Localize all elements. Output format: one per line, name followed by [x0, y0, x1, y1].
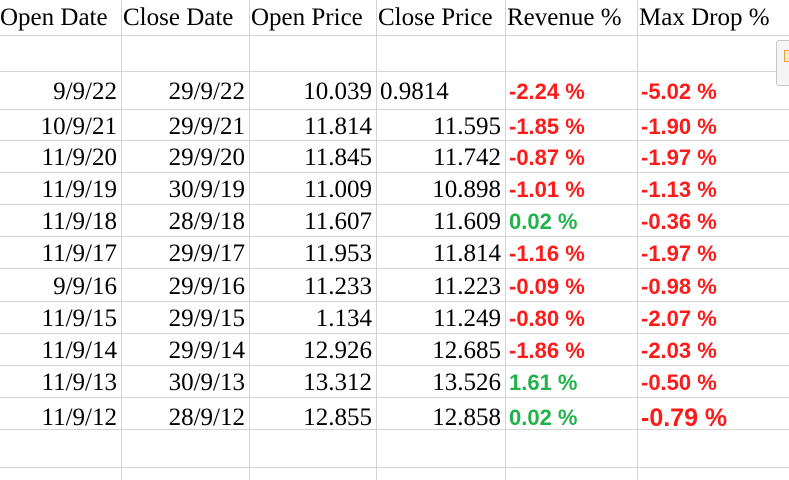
row-gridline [0, 268, 789, 269]
cell-close-price[interactable]: 11.249 [433, 305, 501, 332]
cell-close-price[interactable]: 13.526 [432, 369, 501, 396]
column-header-max-drop[interactable]: Max Drop % [639, 4, 770, 31]
row-gridline [0, 71, 789, 72]
cell-open-price[interactable]: 10.039 [303, 78, 372, 105]
column-header-open-price[interactable]: Open Price [251, 4, 363, 31]
cell-close-price[interactable]: 11.609 [433, 208, 501, 235]
cell-max-drop[interactable]: -1.97 % [641, 145, 717, 170]
cell-close-date[interactable]: 29/9/20 [168, 144, 245, 171]
row-gridline [0, 140, 789, 141]
cell-open-price[interactable]: 11.845 [304, 144, 372, 171]
cell-close-date[interactable]: 28/9/12 [168, 404, 245, 431]
row-gridline [0, 429, 789, 430]
cell-revenue[interactable]: -0.80 % [509, 306, 585, 331]
row-gridline [0, 365, 789, 366]
cell-open-date[interactable]: 9/9/22 [53, 78, 117, 105]
cell-max-drop[interactable]: -1.97 % [641, 241, 717, 266]
column-gridline [249, 0, 250, 480]
cell-open-date[interactable]: 11/9/18 [41, 208, 117, 235]
cell-revenue[interactable]: -1.16 % [509, 241, 585, 266]
column-gridline [121, 0, 122, 480]
cell-revenue[interactable]: 0.02 % [509, 209, 578, 234]
row-gridline [0, 204, 789, 205]
column-header-close-price[interactable]: Close Price [378, 4, 493, 31]
cell-max-drop[interactable]: -1.90 % [641, 113, 717, 139]
column-gridline [376, 0, 377, 480]
row-gridline [0, 333, 789, 334]
cell-close-price[interactable]: 11.595 [433, 112, 501, 140]
cell-open-date[interactable]: 11/9/15 [41, 305, 117, 332]
row-gridline [0, 172, 789, 173]
cell-open-date[interactable]: 11/9/20 [41, 144, 117, 171]
column-header-open-date[interactable]: Open Date [0, 4, 108, 31]
cell-open-price[interactable]: 1.134 [315, 305, 372, 332]
cell-close-price[interactable]: 11.223 [433, 272, 501, 300]
cell-close-date[interactable]: 29/9/15 [168, 305, 245, 332]
row-gridline [0, 467, 789, 468]
cell-revenue[interactable]: -1.01 % [509, 177, 585, 202]
column-gridline [637, 0, 638, 480]
cell-close-date[interactable]: 28/9/18 [168, 208, 245, 235]
cell-close-price[interactable]: 11.742 [433, 144, 501, 171]
cell-max-drop[interactable]: -0.98 % [641, 273, 717, 299]
paste-options-icon [784, 50, 789, 62]
cell-max-drop[interactable]: -2.03 % [641, 338, 717, 363]
cell-max-drop[interactable]: -0.36 % [641, 209, 717, 234]
cell-close-price[interactable]: 11.814 [433, 240, 501, 267]
cell-close-price[interactable]: 12.858 [432, 404, 501, 431]
paste-options-button[interactable] [776, 40, 789, 86]
row-gridline [0, 397, 789, 398]
cell-close-price[interactable]: 10.898 [432, 176, 501, 203]
cell-open-price[interactable]: 12.855 [303, 404, 372, 431]
row-gridline [0, 35, 789, 36]
cell-open-price[interactable]: 11.009 [304, 176, 372, 203]
cell-close-date[interactable]: 29/9/14 [168, 337, 245, 364]
cell-revenue[interactable]: -2.24 % [509, 79, 585, 104]
cell-max-drop[interactable]: -1.13 % [641, 177, 717, 202]
cell-max-drop[interactable]: -0.79 % [641, 404, 728, 432]
cell-close-price[interactable]: 0.9814 [380, 78, 449, 105]
column-header-close-date[interactable]: Close Date [123, 4, 234, 31]
cell-max-drop[interactable]: -0.50 % [641, 370, 717, 395]
cell-open-date[interactable]: 11/9/13 [41, 369, 117, 396]
column-header-revenue[interactable]: Revenue % [507, 4, 622, 31]
cell-open-date[interactable]: 11/9/17 [41, 240, 117, 267]
cell-revenue[interactable]: -0.09 % [509, 273, 585, 299]
cell-revenue[interactable]: 0.02 % [509, 405, 578, 430]
row-gridline [0, 301, 789, 302]
cell-open-date[interactable]: 11/9/12 [41, 404, 117, 431]
cell-revenue[interactable]: -1.85 % [509, 113, 585, 139]
cell-open-date[interactable]: 10/9/21 [40, 112, 117, 140]
cell-revenue[interactable]: -0.87 % [509, 145, 585, 170]
column-gridline [505, 0, 506, 480]
cell-close-date[interactable]: 30/9/13 [168, 369, 245, 396]
cell-open-date[interactable]: 11/9/14 [41, 337, 117, 364]
cell-open-price[interactable]: 13.312 [303, 369, 372, 396]
cell-max-drop[interactable]: -5.02 % [641, 79, 717, 104]
cell-open-price[interactable]: 11.953 [304, 240, 372, 267]
row-gridline [0, 236, 789, 237]
cell-close-date[interactable]: 29/9/16 [168, 272, 245, 300]
cell-open-date[interactable]: 9/9/16 [53, 272, 117, 300]
cell-close-date[interactable]: 29/9/17 [168, 240, 245, 267]
cell-open-price[interactable]: 11.607 [304, 208, 372, 235]
cell-close-date[interactable]: 29/9/21 [168, 112, 245, 140]
cell-open-price[interactable]: 11.233 [304, 272, 372, 300]
cell-open-date[interactable]: 11/9/19 [41, 176, 117, 203]
row-gridline [0, 109, 789, 110]
cell-max-drop[interactable]: -2.07 % [641, 306, 717, 331]
cell-open-price[interactable]: 11.814 [304, 112, 372, 140]
cell-close-date[interactable]: 29/9/22 [168, 78, 245, 105]
cell-close-date[interactable]: 30/9/19 [168, 176, 245, 203]
cell-revenue[interactable]: -1.86 % [509, 338, 585, 363]
cell-close-price[interactable]: 12.685 [432, 337, 501, 364]
cell-open-price[interactable]: 12.926 [303, 337, 372, 364]
cell-revenue[interactable]: 1.61 % [509, 370, 578, 395]
